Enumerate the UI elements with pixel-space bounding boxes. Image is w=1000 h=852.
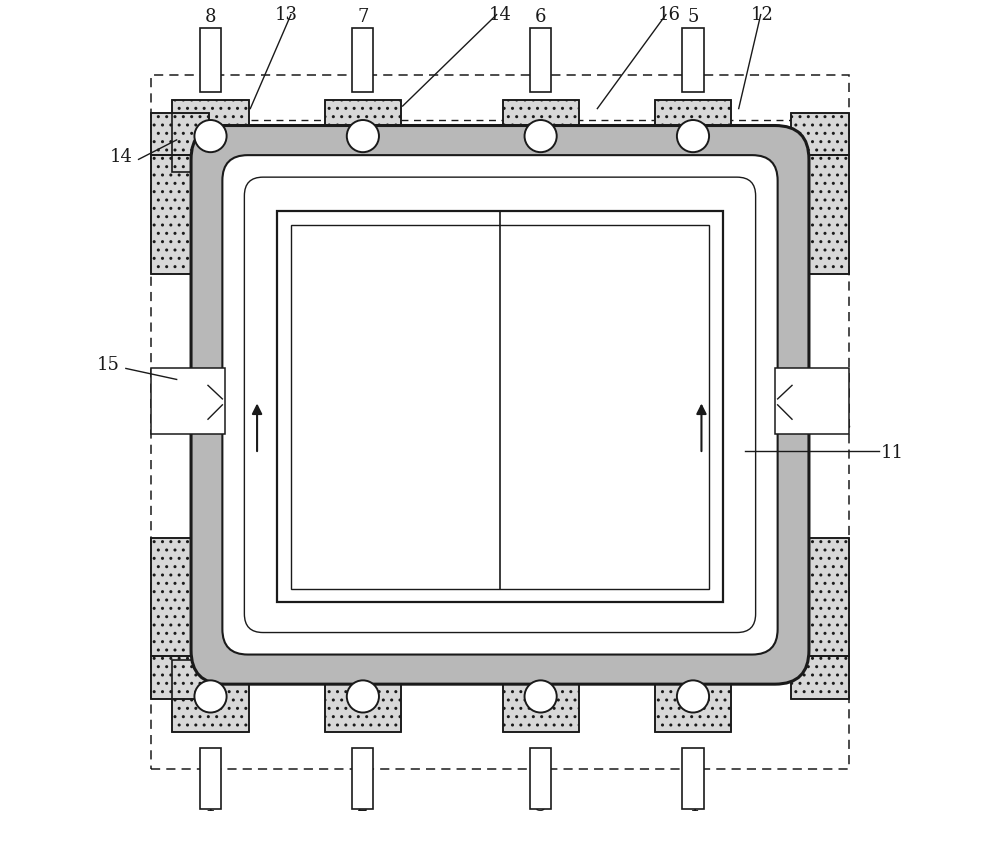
FancyBboxPatch shape xyxy=(244,177,756,632)
Bar xyxy=(525,636,556,660)
Bar xyxy=(503,660,579,733)
Bar xyxy=(525,172,556,196)
Bar xyxy=(806,538,849,656)
Bar xyxy=(151,155,194,273)
Bar xyxy=(151,538,194,656)
Circle shape xyxy=(347,120,379,153)
Bar xyxy=(277,211,723,602)
FancyBboxPatch shape xyxy=(222,155,778,654)
Text: 2: 2 xyxy=(357,797,369,815)
Bar xyxy=(352,28,373,92)
Bar xyxy=(172,101,249,172)
Text: 7: 7 xyxy=(357,9,369,26)
Text: 5: 5 xyxy=(687,9,699,26)
Text: 6: 6 xyxy=(535,9,546,26)
Text: 16: 16 xyxy=(658,6,681,24)
Bar xyxy=(530,28,551,92)
Text: 8: 8 xyxy=(205,9,216,26)
Bar xyxy=(151,656,209,699)
Bar xyxy=(806,155,849,273)
Bar xyxy=(682,28,704,92)
Bar xyxy=(325,660,401,733)
Text: A: A xyxy=(712,458,724,472)
Text: 4: 4 xyxy=(687,797,699,815)
Circle shape xyxy=(525,120,557,153)
Bar xyxy=(791,656,849,699)
Bar xyxy=(151,368,225,435)
Bar xyxy=(806,538,849,656)
Bar xyxy=(503,101,579,172)
Bar xyxy=(172,660,249,733)
Text: 11: 11 xyxy=(881,444,904,462)
Text: 3: 3 xyxy=(535,797,546,815)
Bar xyxy=(530,748,551,809)
Bar xyxy=(195,172,226,196)
Bar xyxy=(151,538,194,656)
Bar xyxy=(195,636,226,660)
Circle shape xyxy=(347,681,379,712)
Bar xyxy=(348,172,378,196)
Bar xyxy=(200,748,221,809)
FancyBboxPatch shape xyxy=(191,125,809,684)
Text: 1: 1 xyxy=(205,797,216,815)
Text: A: A xyxy=(233,458,245,472)
Bar xyxy=(791,112,849,155)
Text: 13: 13 xyxy=(275,6,298,24)
Bar xyxy=(151,155,194,273)
Bar xyxy=(325,101,401,172)
Bar xyxy=(682,748,704,809)
Bar xyxy=(791,112,849,155)
Bar xyxy=(151,656,209,699)
Circle shape xyxy=(677,681,709,712)
Bar xyxy=(655,101,731,172)
Text: 14: 14 xyxy=(109,148,132,166)
Bar xyxy=(291,225,709,589)
Bar xyxy=(775,368,849,435)
Text: 14: 14 xyxy=(489,6,511,24)
Bar xyxy=(678,172,708,196)
Bar xyxy=(655,660,731,733)
Bar xyxy=(791,656,849,699)
Bar xyxy=(151,75,849,769)
Circle shape xyxy=(194,681,227,712)
Text: 12: 12 xyxy=(751,6,774,24)
Bar xyxy=(151,112,209,155)
Bar xyxy=(348,636,378,660)
Circle shape xyxy=(525,681,557,712)
Bar xyxy=(678,636,708,660)
Bar xyxy=(200,28,221,92)
Bar xyxy=(503,101,579,172)
Bar xyxy=(352,748,373,809)
Bar xyxy=(151,112,209,155)
Bar xyxy=(172,660,249,733)
Bar xyxy=(503,660,579,733)
Bar xyxy=(325,101,401,172)
Bar xyxy=(325,660,401,733)
Circle shape xyxy=(194,120,227,153)
Bar xyxy=(655,101,731,172)
Bar xyxy=(172,101,249,172)
Circle shape xyxy=(677,120,709,153)
Bar xyxy=(655,660,731,733)
Bar xyxy=(806,155,849,273)
Text: 15: 15 xyxy=(97,356,120,374)
